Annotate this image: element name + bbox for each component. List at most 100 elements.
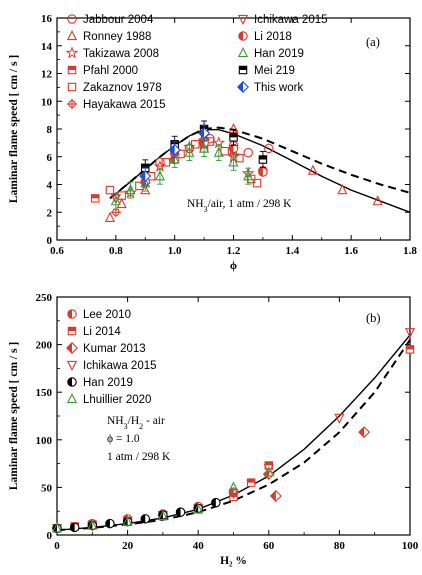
y-tick-label: 150 [36,387,53,399]
legend-entry: Takizawa 2008 [83,48,159,60]
legend-entry: Zakaznov 1978 [83,82,162,94]
y-tick-label: 100 [36,435,53,447]
x-tick-label: 20 [122,540,134,552]
legend-entry: Li 2018 [254,31,292,43]
series-han-2019 [110,139,254,210]
data-point [157,509,168,521]
legend-marker [67,82,77,92]
x-tick-label: 1.8 [403,245,417,257]
panel-label: (a) [366,35,380,49]
legend-marker [67,14,77,24]
legend-marker [66,360,78,372]
data-point [246,478,256,487]
legend-marker [67,326,77,336]
x-tick-label: 1.0 [168,245,182,257]
y-tick-label: 0 [47,530,53,542]
y-tick-label: 250 [36,292,53,304]
data-point [51,522,63,533]
x-tick-label: 100 [402,540,419,552]
data-point [264,143,274,154]
legend-marker [66,29,78,41]
data-point [90,194,100,203]
legend-marker [66,342,78,354]
series-lhuillier-2020 [51,466,274,533]
legend-marker [67,377,77,387]
x-axis-label: H₂ % [220,555,247,567]
legend-entry: Lee 2010 [83,309,131,321]
x-tick-label: 1.2 [227,245,241,257]
data-point [229,133,238,142]
x-axis-label: ϕ [230,260,237,272]
data-point [169,153,180,164]
legend-entry: Lhuillier 2020 [83,394,151,406]
data-point [211,497,221,508]
x-tick-label: 0.8 [109,245,123,257]
data-point [140,514,151,524]
data-point [117,191,126,200]
legend-marker [237,46,249,58]
data-point [404,328,416,339]
data-point [140,177,151,188]
data-point [198,127,211,140]
y-tick-label: 2 [47,207,53,219]
data-point [263,466,274,477]
y-tick-label: 16 [41,13,53,25]
legend-marker [67,309,77,319]
annotation-text: ϕ = 1.0 [107,433,140,445]
y-tick-label: 200 [36,340,53,352]
data-point [155,157,165,168]
data-point [235,153,244,163]
x-tick-label: 1.4 [285,245,299,257]
data-point [193,503,204,514]
data-point [372,195,383,206]
data-point [405,345,415,354]
legend-entry: Han 2019 [254,48,304,60]
legend-marker [237,14,249,26]
data-point [228,481,239,492]
data-point [110,195,121,206]
legend-entry: Jabbour 2004 [83,14,154,26]
data-point [69,522,80,533]
data-point [243,170,254,181]
y-axis-label: Laminar flame speed [ cm / s ] [8,342,20,490]
data-point [213,146,224,157]
legend-entry: This work [254,82,303,94]
model-line-dashed [56,339,411,532]
data-point [334,413,345,424]
series-zakaznov-1978 [105,137,262,200]
x-tick-label: 0.6 [50,245,64,257]
data-point [122,515,133,526]
data-point [175,507,186,517]
legend-entry: Ichikawa 2015 [83,360,157,372]
data-point [154,170,166,181]
data-point [337,184,348,195]
legend-marker [238,65,248,75]
y-tick-label: 14 [41,41,53,53]
legend-marker [65,46,79,59]
data-point [139,170,152,183]
panel-label: (b) [366,311,381,325]
legend-entry: Hayakawa 2015 [83,99,165,111]
data-point [258,155,268,164]
y-tick-label: 12 [41,69,53,81]
data-point [269,489,282,502]
legend-marker [67,65,77,75]
y-tick-label: 10 [41,96,53,108]
legend-entry: Mei 219 [254,65,295,77]
legend-marker [237,81,249,93]
y-tick-label: 8 [47,124,53,136]
x-tick-label: 0 [54,540,60,552]
annotation-text: NH3/air, 1 atm / 298 K [187,198,292,214]
data-point [161,158,171,167]
x-tick-label: 60 [263,540,275,552]
legend-a: Jabbour 2004 Ronney 1988 Takizawa 2008 Pfah… [65,14,328,111]
y-tick-label: 0 [47,235,53,247]
annotation-text: NH3/H2 - air [107,415,165,431]
legend-entry: Pfahl 2000 [83,65,138,77]
legend-entry: Ichikawa 2015 [254,14,328,26]
legend-b: Lee 2010 Li 2014 Kumar 2013 Ichikawa 2015 Ha… [66,309,157,406]
model-line-dashed [109,126,411,200]
chart-panel-b: 0 20 40 60 80 100 0 50 100 150 200 250 H₂ % Laminar f… [8,292,419,567]
y-tick-label: 6 [47,152,53,164]
